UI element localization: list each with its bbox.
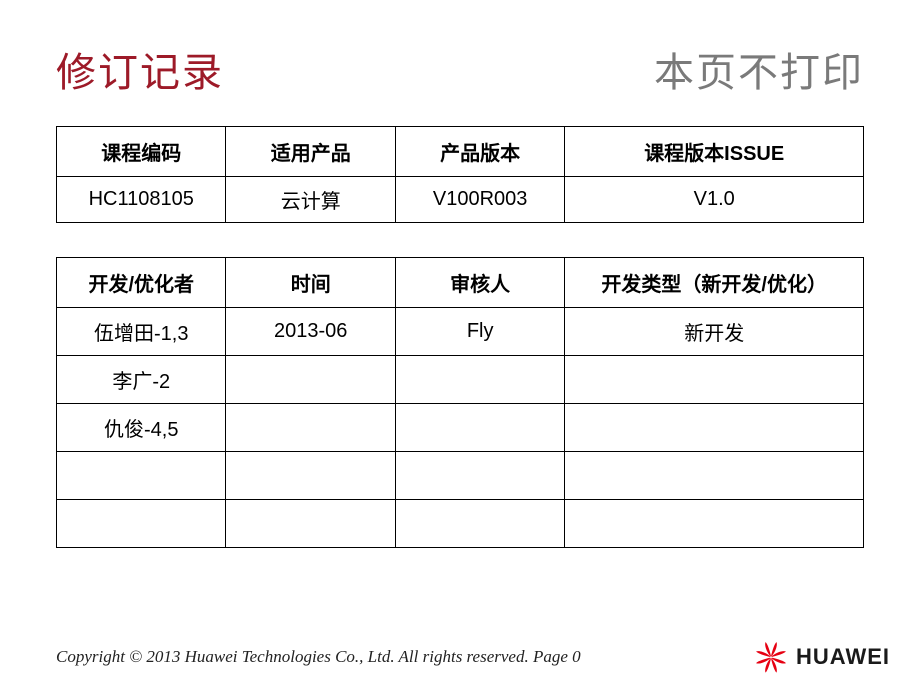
cell-reviewer: Fly [395, 308, 564, 356]
col-product: 适用产品 [226, 127, 395, 177]
cell-dev-type [565, 404, 864, 452]
col-developer: 开发/优化者 [57, 258, 226, 308]
table-header-row: 开发/优化者 时间 审核人 开发类型（新开发/优化） [57, 258, 864, 308]
cell-date [226, 452, 395, 500]
col-product-version: 产品版本 [395, 127, 564, 177]
cell-course-code: HC1108105 [57, 177, 226, 223]
cell-date [226, 356, 395, 404]
header: 修订记录 本页不打印 [56, 40, 864, 98]
page-title: 修订记录 [56, 40, 224, 98]
cell-product: 云计算 [226, 177, 395, 223]
cell-dev-type [565, 500, 864, 548]
table-header-row: 课程编码 适用产品 产品版本 课程版本ISSUE [57, 127, 864, 177]
cell-dev-type: 新开发 [565, 308, 864, 356]
cell-developer [57, 452, 226, 500]
col-course-issue: 课程版本ISSUE [565, 127, 864, 177]
cell-developer [57, 500, 226, 548]
course-info-table: 课程编码 适用产品 产品版本 课程版本ISSUE HC1108105 云计算 V… [56, 126, 864, 223]
col-dev-type: 开发类型（新开发/优化） [565, 258, 864, 308]
revision-table: 开发/优化者 时间 审核人 开发类型（新开发/优化） 伍增田-1,3 2013-… [56, 257, 864, 548]
table-row: 李广-2 [57, 356, 864, 404]
cell-course-issue: V1.0 [565, 177, 864, 223]
table-row: 伍增田-1,3 2013-06 Fly 新开发 [57, 308, 864, 356]
huawei-petal-icon [754, 640, 788, 674]
cell-reviewer [395, 404, 564, 452]
cell-date [226, 404, 395, 452]
cell-dev-type [565, 452, 864, 500]
table-row [57, 452, 864, 500]
col-course-code: 课程编码 [57, 127, 226, 177]
table-row: HC1108105 云计算 V100R003 V1.0 [57, 177, 864, 223]
noprint-label: 本页不打印 [654, 40, 864, 98]
brand-logo: HUAWEI [754, 640, 890, 674]
cell-product-version: V100R003 [395, 177, 564, 223]
page: 修订记录 本页不打印 课程编码 适用产品 产品版本 课程版本ISSUE HC11… [0, 0, 920, 690]
cell-developer: 李广-2 [57, 356, 226, 404]
cell-developer: 仇俊-4,5 [57, 404, 226, 452]
table-row [57, 500, 864, 548]
cell-date [226, 500, 395, 548]
cell-reviewer [395, 356, 564, 404]
table-row: 仇俊-4,5 [57, 404, 864, 452]
footer: Copyright © 2013 Huawei Technologies Co.… [0, 640, 920, 674]
cell-reviewer [395, 500, 564, 548]
col-reviewer: 审核人 [395, 258, 564, 308]
cell-date: 2013-06 [226, 308, 395, 356]
cell-dev-type [565, 356, 864, 404]
brand-name: HUAWEI [796, 644, 890, 670]
cell-reviewer [395, 452, 564, 500]
copyright-text: Copyright © 2013 Huawei Technologies Co.… [56, 647, 581, 667]
col-date: 时间 [226, 258, 395, 308]
cell-developer: 伍增田-1,3 [57, 308, 226, 356]
